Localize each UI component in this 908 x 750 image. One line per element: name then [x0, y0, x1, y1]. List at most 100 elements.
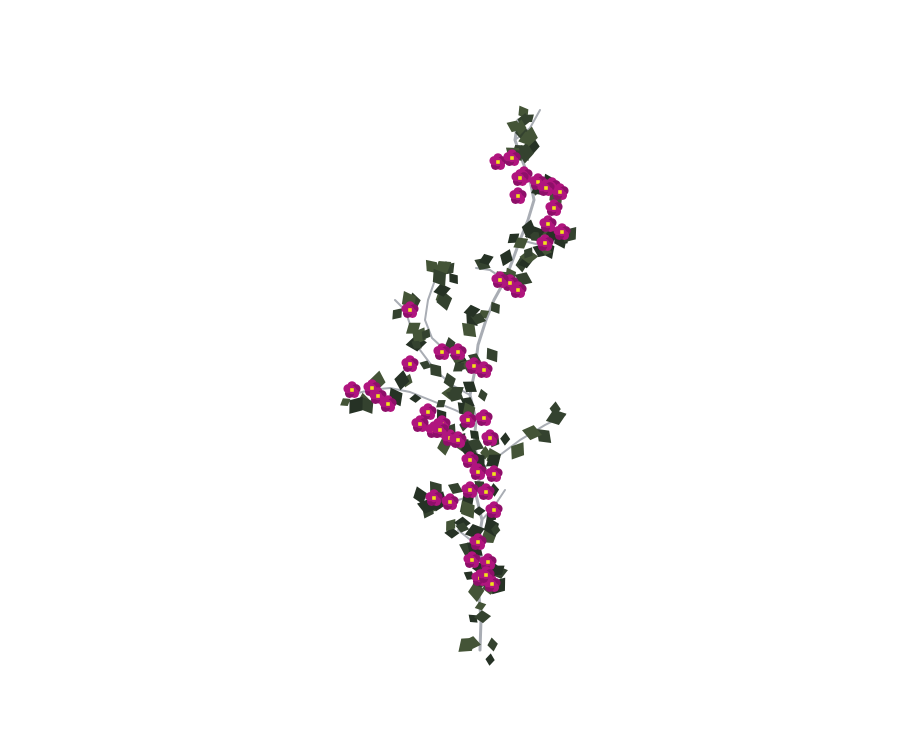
leaf — [491, 523, 501, 537]
leaf — [463, 304, 481, 318]
flower-center — [488, 436, 492, 440]
flower — [461, 481, 479, 498]
flower — [419, 403, 437, 420]
flower — [459, 411, 477, 428]
leaf — [409, 393, 422, 403]
flower-center — [386, 402, 390, 406]
leaf — [522, 425, 542, 441]
flower — [545, 199, 563, 216]
leaf — [447, 482, 463, 494]
leaf — [524, 247, 533, 259]
leaf — [485, 653, 495, 666]
leaf — [474, 601, 487, 611]
leaf — [478, 388, 488, 402]
flower-center — [496, 160, 500, 164]
leaf — [458, 637, 475, 652]
leaf — [437, 437, 451, 456]
flower — [477, 566, 495, 583]
leaf — [486, 454, 501, 467]
flower — [463, 551, 481, 568]
flower — [433, 343, 451, 360]
leaf — [432, 268, 446, 287]
leaf — [500, 249, 513, 267]
flower-center — [490, 582, 494, 586]
flower — [485, 465, 503, 482]
leaf — [421, 328, 431, 341]
leaf — [394, 370, 410, 391]
flower-center — [440, 350, 444, 354]
leaf — [522, 126, 538, 147]
flower — [485, 501, 503, 518]
flower — [401, 301, 419, 318]
flower-center — [476, 540, 480, 544]
leaf — [473, 610, 492, 624]
flower — [551, 183, 569, 200]
flower-center — [476, 470, 480, 474]
flower-center — [468, 488, 472, 492]
flower-center — [536, 180, 540, 184]
flower — [503, 149, 521, 166]
leaf — [462, 381, 477, 393]
flower — [489, 153, 507, 170]
leaf — [453, 362, 465, 372]
flower — [449, 343, 467, 360]
leaf — [500, 432, 511, 446]
flower-center — [448, 500, 452, 504]
flower — [369, 387, 387, 404]
leaf — [513, 237, 529, 249]
flower — [343, 381, 361, 398]
leaf — [433, 283, 451, 297]
flower-center — [508, 281, 512, 285]
leaf — [449, 273, 458, 285]
leaf — [492, 565, 505, 575]
flower-center — [518, 176, 522, 180]
leaf — [468, 580, 485, 603]
flower — [509, 281, 527, 298]
leaf — [392, 308, 403, 320]
flower-group — [343, 149, 571, 592]
flower-center — [418, 422, 422, 426]
flower — [449, 431, 467, 448]
flower-center — [470, 558, 474, 562]
flower-center — [516, 288, 520, 292]
leaf — [545, 409, 567, 426]
flower-center — [456, 438, 460, 442]
flower — [481, 429, 499, 446]
flower — [425, 489, 443, 506]
leaf — [360, 396, 374, 414]
flower — [475, 409, 493, 426]
flower — [461, 451, 479, 468]
flower-center — [466, 418, 470, 422]
flower-center — [482, 416, 486, 420]
flower-center — [544, 186, 548, 190]
flower — [469, 533, 487, 550]
leaf — [446, 519, 456, 531]
flower-center — [456, 350, 460, 354]
flower — [553, 223, 571, 240]
flower-center — [492, 472, 496, 476]
flower-center — [543, 241, 547, 245]
leaf — [448, 386, 464, 399]
leaf — [521, 219, 536, 238]
leaf — [461, 500, 475, 519]
flower-center — [552, 206, 556, 210]
leaf — [430, 363, 442, 378]
flower-center — [350, 388, 354, 392]
flower — [411, 415, 429, 432]
flower-center — [438, 428, 442, 432]
flower-center — [482, 368, 486, 372]
flower — [491, 271, 509, 288]
leaf — [436, 399, 446, 408]
flower — [441, 493, 459, 510]
leaf — [469, 430, 480, 440]
flower — [431, 421, 449, 438]
leaf — [511, 442, 525, 460]
leaf — [461, 322, 477, 338]
flower-center — [558, 190, 562, 194]
leaf — [514, 119, 527, 136]
leaf — [455, 522, 470, 533]
flower — [475, 361, 493, 378]
leaf — [487, 637, 498, 652]
